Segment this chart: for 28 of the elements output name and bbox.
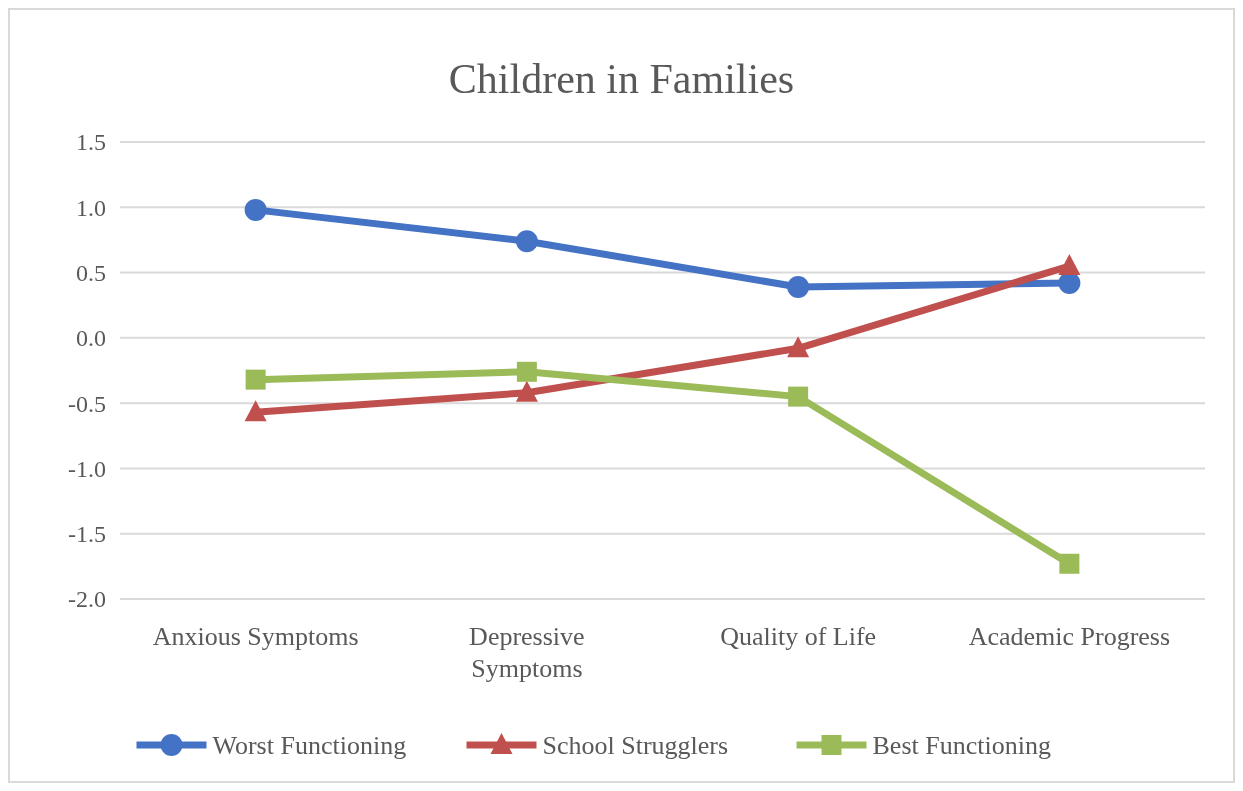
y-tick-label: 1.5 bbox=[76, 129, 106, 156]
point bbox=[1059, 553, 1080, 574]
legend-label: School Strugglers bbox=[542, 731, 729, 761]
y-tick-label: -2.0 bbox=[68, 586, 106, 613]
y-tick-label: 1.0 bbox=[76, 194, 106, 221]
point bbox=[516, 361, 537, 382]
point bbox=[788, 386, 809, 407]
point bbox=[787, 275, 810, 298]
x-tick-label: Depressive Symptoms bbox=[469, 622, 585, 683]
y-tick-label: 0.5 bbox=[76, 259, 106, 286]
x-tick-label: Quality of Life bbox=[720, 622, 877, 651]
x-tick-label: Academic Progress bbox=[968, 622, 1171, 651]
point bbox=[1058, 272, 1081, 295]
point bbox=[515, 380, 538, 402]
point bbox=[245, 369, 266, 390]
x-tick-label: Anxious Symptoms bbox=[152, 622, 359, 651]
chart-title: Children in Families bbox=[448, 56, 795, 102]
legend-label: Worst Functioning bbox=[212, 731, 407, 761]
point bbox=[244, 400, 267, 422]
y-tick-label: -0.5 bbox=[68, 390, 106, 417]
y-tick-label: -1.0 bbox=[68, 455, 106, 482]
legend-label: Best Functioning bbox=[872, 731, 1051, 761]
point bbox=[515, 230, 538, 253]
point bbox=[244, 198, 267, 221]
point bbox=[1058, 254, 1081, 276]
y-tick-label: -1.5 bbox=[68, 521, 106, 548]
point bbox=[787, 336, 810, 358]
y-tick-label: 0.0 bbox=[76, 325, 106, 352]
